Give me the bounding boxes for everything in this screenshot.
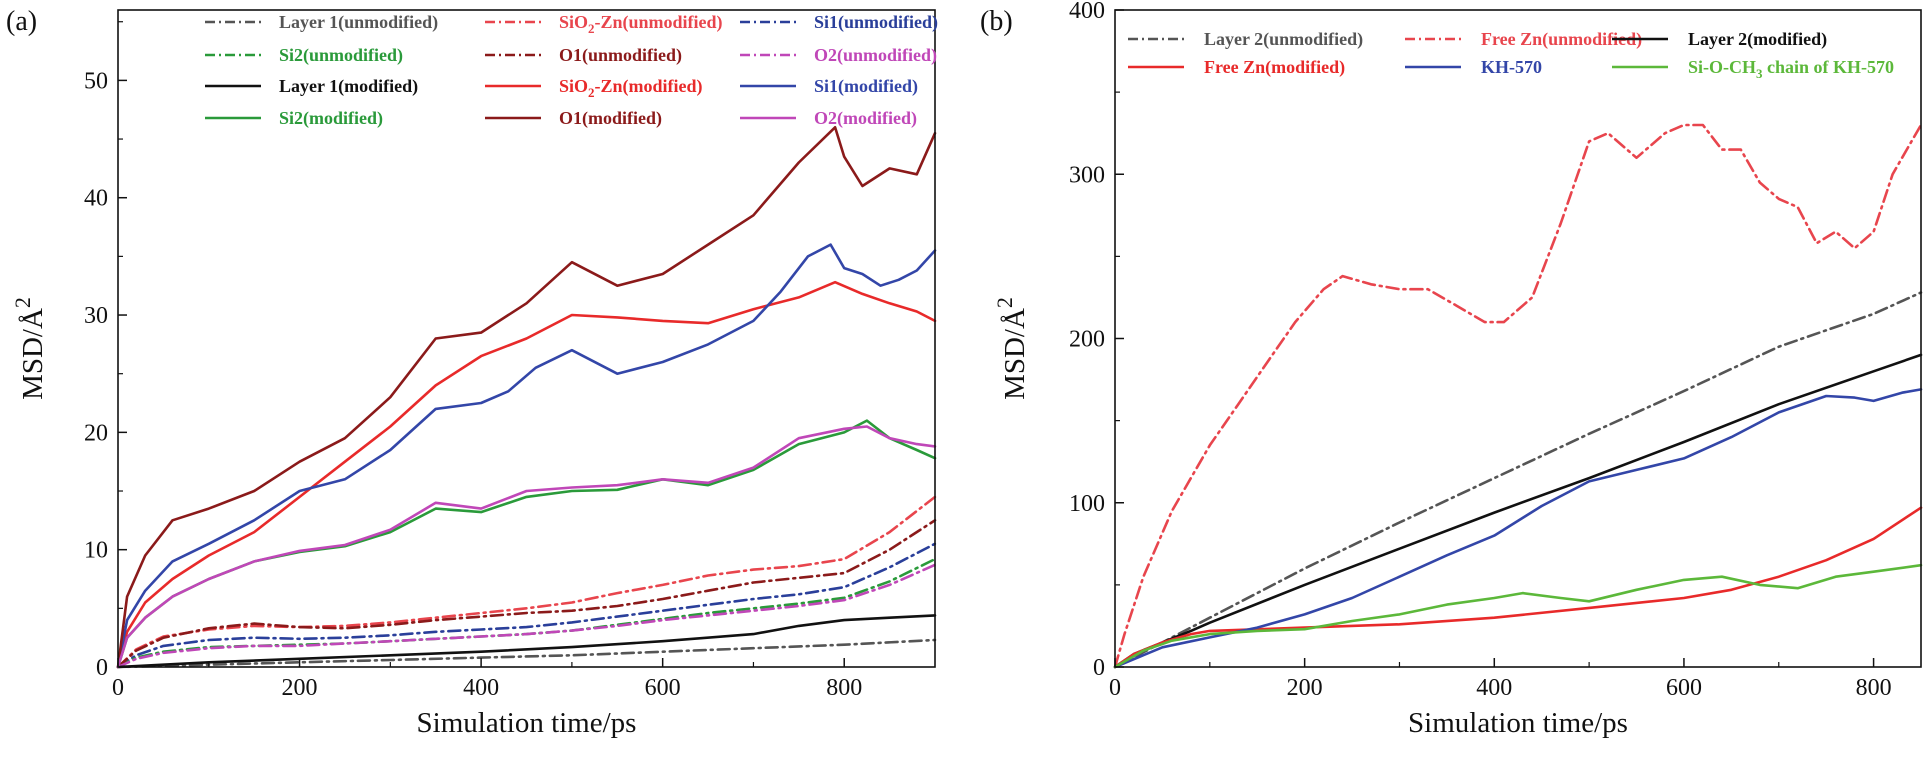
legend-entry: Layer 1(unmodified) bbox=[279, 12, 438, 33]
legend-name: Layer 2(unmodified) bbox=[1204, 29, 1363, 50]
y-tick-label: 100 bbox=[1069, 491, 1105, 517]
series-line bbox=[116, 614, 937, 669]
legend-entry: Free Zn(modified) bbox=[1204, 57, 1345, 78]
legend-entry: Si1(unmodified) bbox=[814, 12, 938, 33]
legend-name-tail: -Zn(modified) bbox=[595, 76, 703, 97]
y-axis-label: MSD/Å2 bbox=[10, 297, 49, 400]
y-tick-label: 0 bbox=[1093, 655, 1105, 681]
legend-entry: Si2(unmodified) bbox=[279, 45, 403, 66]
legend-entry: KH-570 bbox=[1481, 57, 1542, 77]
legend: Layer 1(unmodified) SiO2-Zn(unmodified) Si… bbox=[205, 12, 938, 129]
x-axis-label: Simulation time/ps bbox=[417, 707, 637, 739]
series-line bbox=[116, 563, 937, 669]
y-tick-label: 0 bbox=[96, 655, 108, 681]
series-line bbox=[116, 425, 937, 669]
legend-name: O2(modified) bbox=[814, 108, 917, 129]
legend-subscript: 2 bbox=[588, 21, 595, 36]
series-line bbox=[1113, 353, 1923, 669]
y-tick-label: 20 bbox=[84, 420, 108, 446]
panel-label: (b) bbox=[980, 6, 1013, 37]
series-line bbox=[1113, 291, 1923, 669]
series-line bbox=[116, 495, 937, 669]
legend-name: Free Zn(modified) bbox=[1204, 57, 1345, 78]
series-line bbox=[116, 280, 937, 669]
legend-entry: SiO2-Zn(unmodified) bbox=[559, 12, 723, 36]
x-tick-label: 800 bbox=[826, 675, 862, 701]
legend-name: Si-O-CH bbox=[1688, 57, 1756, 77]
legend-entry: Layer 1(modified) bbox=[279, 76, 418, 97]
panel-a: (a) 0 200 400 600 800 0 10 20 30 40 50 Simulation ti… bbox=[6, 6, 938, 739]
legend-name: Layer 1(unmodified) bbox=[279, 12, 438, 33]
y-axis-label-text: MSD/Å bbox=[999, 308, 1031, 400]
legend-entry: Layer 2(unmodified) bbox=[1204, 29, 1363, 50]
legend-name: Layer 2(modified) bbox=[1688, 29, 1827, 50]
legend-entry: O1(modified) bbox=[559, 108, 662, 129]
legend-name: Si2(unmodified) bbox=[279, 45, 403, 66]
series-line bbox=[1113, 123, 1923, 669]
legend-entry: Layer 2(modified) bbox=[1688, 29, 1827, 50]
legend-name: Si1(unmodified) bbox=[814, 12, 938, 33]
legend-entry: Si1(modified) bbox=[814, 76, 918, 97]
series-line bbox=[116, 542, 937, 669]
legend-subscript: 2 bbox=[588, 85, 595, 100]
series-line bbox=[116, 126, 937, 669]
legend-name: O2(unmodified) bbox=[814, 45, 937, 66]
legend-entry: O2(unmodified) bbox=[814, 45, 937, 66]
x-tick-label: 0 bbox=[112, 675, 124, 701]
panel-label: (a) bbox=[6, 6, 37, 37]
y-tick-label: 300 bbox=[1069, 162, 1105, 188]
x-tick-label: 200 bbox=[1287, 675, 1323, 701]
y-axis-label-superscript: 2 bbox=[10, 297, 35, 308]
y-tick-label: 400 bbox=[1069, 0, 1105, 24]
series-line bbox=[116, 243, 937, 669]
x-tick-label: 600 bbox=[1666, 675, 1702, 701]
legend-name: SiO bbox=[559, 76, 588, 96]
x-tick-label: 600 bbox=[645, 675, 681, 701]
y-axis-label-superscript: 2 bbox=[992, 297, 1017, 308]
legend-entry: Si2(modified) bbox=[279, 108, 383, 129]
y-axis-label: MSD/Å2 bbox=[992, 297, 1031, 400]
series-line bbox=[1113, 388, 1923, 669]
legend-name: KH-570 bbox=[1481, 57, 1542, 77]
series-line bbox=[116, 518, 937, 669]
panel-b: (b) 0 200 400 600 800 0 100 200 300 400 Simulation … bbox=[980, 0, 1923, 739]
x-tick-label: 200 bbox=[282, 675, 318, 701]
y-tick-label: 200 bbox=[1069, 327, 1105, 353]
series-line bbox=[116, 419, 937, 669]
x-tick-label: 400 bbox=[463, 675, 499, 701]
legend-subscript: 3 bbox=[1756, 66, 1763, 81]
legend-name-tail: -Zn(unmodified) bbox=[595, 12, 723, 33]
y-tick-label: 40 bbox=[84, 186, 108, 212]
y-tick-label: 10 bbox=[84, 538, 108, 564]
legend-entry: Free Zn(unmodified) bbox=[1481, 29, 1642, 50]
legend-name: O1(modified) bbox=[559, 108, 662, 129]
legend-name: Free Zn(unmodified) bbox=[1481, 29, 1642, 50]
series-line bbox=[116, 638, 937, 669]
legend-name: Si2(modified) bbox=[279, 108, 383, 129]
legend-name-tail: chain of KH-570 bbox=[1763, 57, 1895, 77]
legend-name: SiO bbox=[559, 12, 588, 32]
y-tick-label: 30 bbox=[84, 303, 108, 329]
x-tick-label: 400 bbox=[1476, 675, 1512, 701]
legend: Layer 2(unmodified) Free Zn(unmodified) La… bbox=[1128, 29, 1894, 81]
legend-name: O1(unmodified) bbox=[559, 45, 682, 66]
x-axis-label: Simulation time/ps bbox=[1408, 707, 1628, 739]
x-tick-label: 0 bbox=[1109, 675, 1121, 701]
legend-entry: O1(unmodified) bbox=[559, 45, 682, 66]
y-axis-label-text: MSD/Å bbox=[17, 308, 49, 400]
legend-name: Layer 1(modified) bbox=[279, 76, 418, 97]
y-tick-label: 50 bbox=[84, 68, 108, 94]
series-line bbox=[1113, 563, 1923, 669]
legend-name: Si1(modified) bbox=[814, 76, 918, 97]
legend-entry: Si-O-CH3 chain of KH-570 bbox=[1688, 57, 1894, 81]
legend-entry: SiO2-Zn(modified) bbox=[559, 76, 703, 100]
plot-frame bbox=[117, 9, 936, 668]
legend-entry: O2(modified) bbox=[814, 108, 917, 129]
x-tick-label: 800 bbox=[1856, 675, 1892, 701]
